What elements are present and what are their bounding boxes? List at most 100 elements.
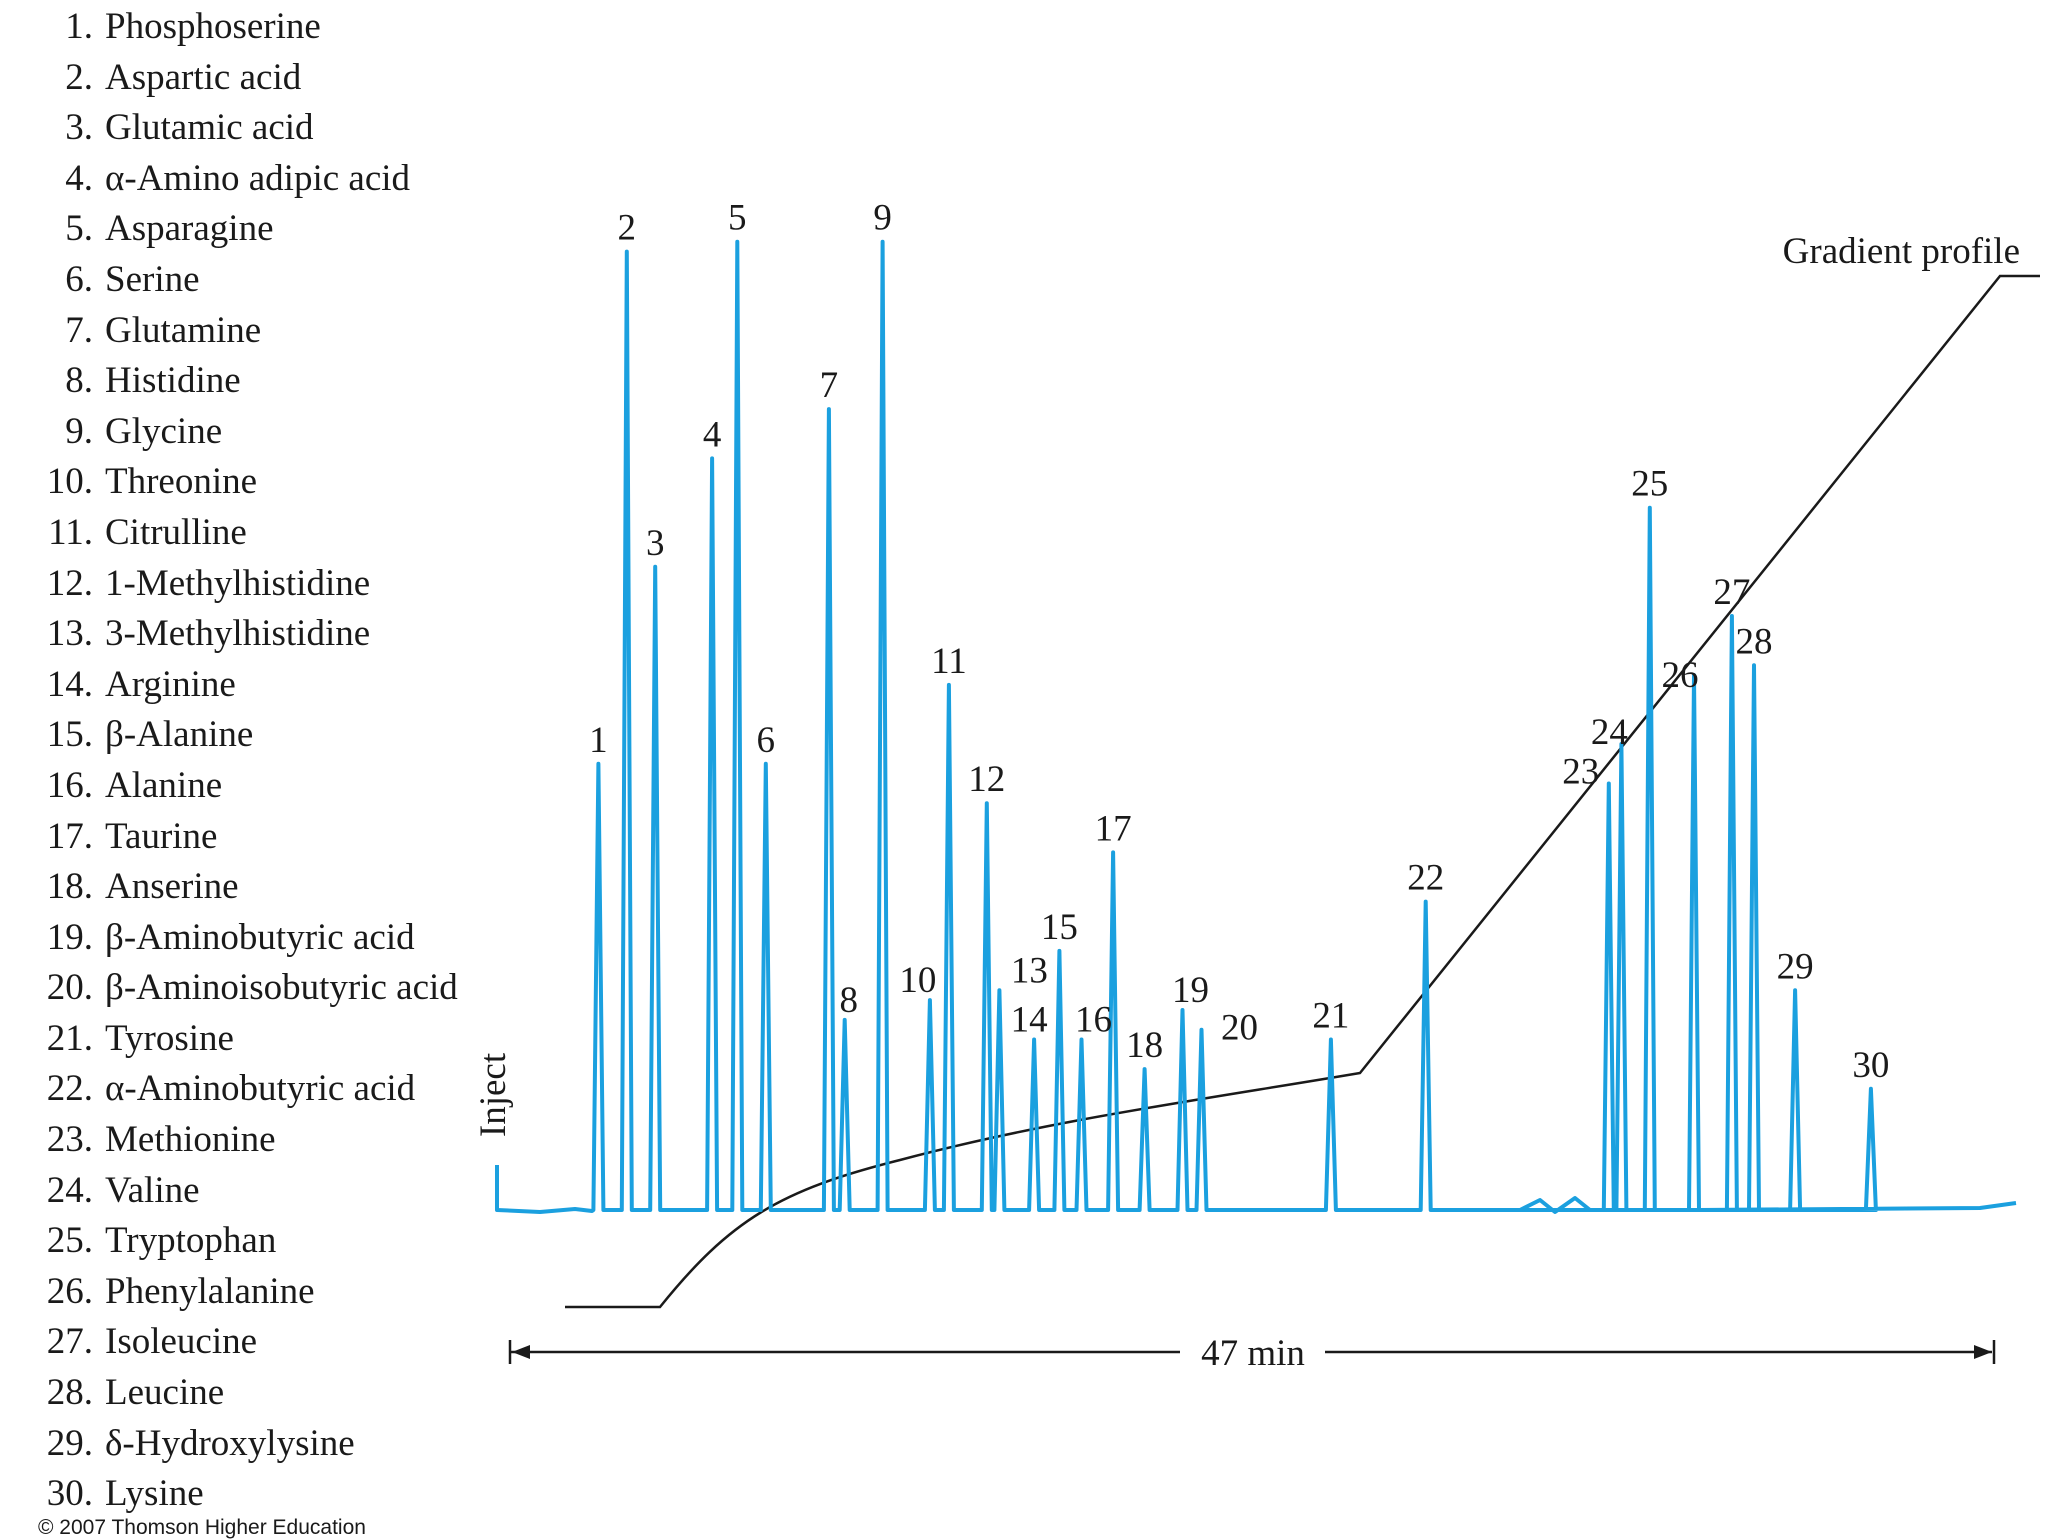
- legend-item: 29. δ-Hydroxylysine: [28, 1419, 528, 1470]
- time-arrow-right-head: [1974, 1345, 1992, 1359]
- legend-item: 30. Lysine: [28, 1469, 528, 1520]
- peak-legend: 1. Phosphoserine 2. Aspartic acid 3. Glutamic…: [28, 2, 528, 1520]
- legend-item-name: Citrulline: [105, 511, 247, 553]
- legend-item: 12. 1-Methylhistidine: [28, 559, 528, 610]
- legend-item-name: α-Amino adipic acid: [105, 157, 411, 199]
- legend-item-name: Histidine: [105, 360, 241, 402]
- legend-item-number: 1.: [65, 6, 93, 47]
- legend-item-number: 25.: [46, 1220, 93, 1262]
- peak-label: 28: [1736, 621, 1773, 662]
- legend-item-number: 20.: [46, 967, 93, 1009]
- legend-item-name: Leucine: [105, 1372, 225, 1414]
- peak-label: 29: [1777, 946, 1814, 987]
- legend-item: 3. Glutamic acid: [28, 103, 528, 154]
- peak-label: 20: [1221, 1008, 1258, 1049]
- peak-label: 10: [899, 960, 936, 1001]
- legend-item: 13. 3-Methylhistidine: [28, 609, 528, 660]
- legend-item: 11. Citrulline: [28, 508, 528, 559]
- legend-item-name: Tyrosine: [105, 1017, 234, 1059]
- legend-item-number: 29.: [46, 1422, 93, 1464]
- legend-item-name: Tryptophan: [105, 1220, 277, 1262]
- legend-item-name: β-Alanine: [105, 714, 254, 756]
- legend-item-number: 13.: [46, 613, 93, 655]
- legend-item-name: Valine: [105, 1169, 200, 1211]
- legend-item-number: 23.: [46, 1119, 93, 1161]
- legend-item-number: 12.: [46, 562, 93, 604]
- legend-item: 19. β-Aminobutyric acid: [28, 913, 528, 964]
- legend-item: 9. Glycine: [28, 407, 528, 458]
- legend-item-name: Taurine: [105, 815, 218, 857]
- peak-label: 3: [646, 523, 665, 564]
- peak-label: 13: [1011, 950, 1048, 991]
- peak-label: 7: [820, 365, 839, 406]
- legend-item-name: Arginine: [105, 663, 236, 705]
- peak-label: 1: [589, 720, 608, 761]
- legend-item-name: Asparagine: [105, 208, 274, 250]
- legend-item: 14. Arginine: [28, 660, 528, 711]
- chromatogram-trace: [495, 239, 2017, 1214]
- legend-item-name: Methionine: [105, 1119, 276, 1161]
- legend-item-number: 15.: [46, 714, 93, 756]
- legend-item-name: Phosphoserine: [105, 6, 321, 47]
- legend-item-number: 3.: [65, 107, 93, 149]
- legend-item: 21. Tyrosine: [28, 1014, 528, 1065]
- legend-item-name: 1-Methylhistidine: [105, 562, 371, 604]
- legend-item: 26. Phenylalanine: [28, 1267, 528, 1318]
- legend-item: 2. Aspartic acid: [28, 53, 528, 104]
- time-span-label: 47 min: [1201, 1333, 1305, 1374]
- peak-label: 25: [1631, 464, 1668, 505]
- legend-item-number: 7.: [65, 309, 93, 351]
- legend-item: 23. Methionine: [28, 1115, 528, 1166]
- legend-item: 5. Asparagine: [28, 204, 528, 255]
- legend-item-number: 4.: [65, 157, 93, 199]
- legend-item: 17. Taurine: [28, 812, 528, 863]
- legend-item-number: 16.: [46, 764, 93, 806]
- legend-item-number: 26.: [46, 1270, 93, 1312]
- peak-label: 27: [1713, 572, 1750, 613]
- legend-item-number: 2.: [65, 56, 93, 98]
- legend-item: 4. α-Amino adipic acid: [28, 154, 528, 205]
- legend-item: 1. Phosphoserine: [28, 2, 528, 53]
- legend-item: 15. β-Alanine: [28, 710, 528, 761]
- legend-item-name: Threonine: [105, 461, 258, 503]
- legend-item: 8. Histidine: [28, 356, 528, 407]
- legend-item: 22. α-Aminobutyric acid: [28, 1064, 528, 1115]
- copyright-notice: © 2007 Thomson Higher Education: [38, 1516, 366, 1539]
- legend-item-name: Phenylalanine: [105, 1270, 315, 1312]
- legend-item-number: 19.: [46, 916, 93, 958]
- peak-label: 30: [1852, 1045, 1889, 1086]
- legend-item-name: β-Aminoisobutyric acid: [105, 967, 458, 1009]
- gradient-profile-label: Gradient profile: [1783, 231, 2020, 272]
- peak-label: 26: [1662, 655, 1699, 696]
- legend-item-number: 9.: [65, 410, 93, 452]
- legend-item-name: Glutamine: [105, 309, 262, 351]
- legend-item-name: Aspartic acid: [105, 56, 302, 98]
- legend-item-name: Glycine: [105, 410, 223, 452]
- legend-item-number: 14.: [46, 663, 93, 705]
- legend-item-number: 10.: [46, 461, 93, 503]
- legend-item-name: α-Aminobutyric acid: [105, 1068, 416, 1110]
- peak-label: 6: [757, 720, 776, 761]
- legend-item-number: 11.: [48, 511, 93, 553]
- inject-label: Inject: [473, 1052, 514, 1137]
- peak-label: 17: [1095, 808, 1132, 849]
- peak-label: 5: [728, 198, 747, 239]
- legend-item-name: β-Aminobutyric acid: [105, 916, 415, 958]
- peak-label: 22: [1407, 858, 1444, 899]
- legend-item: 18. Anserine: [28, 862, 528, 913]
- legend-item-name: Alanine: [105, 764, 223, 806]
- time-span-arrow: 47 min: [508, 1333, 1996, 1374]
- legend-item-number: 27.: [46, 1321, 93, 1363]
- legend-item: 25. Tryptophan: [28, 1216, 528, 1267]
- peak-label: 24: [1591, 712, 1628, 753]
- peak-label: 18: [1126, 1025, 1163, 1066]
- legend-item-number: 30.: [46, 1473, 93, 1515]
- legend-item-number: 24.: [46, 1169, 93, 1211]
- legend-item-number: 17.: [46, 815, 93, 857]
- peak-label: 4: [703, 414, 722, 455]
- legend-item: 16. Alanine: [28, 761, 528, 812]
- legend-item: 27. Isoleucine: [28, 1317, 528, 1368]
- legend-item: 10. Threonine: [28, 457, 528, 508]
- legend-item-name: Anserine: [105, 866, 239, 908]
